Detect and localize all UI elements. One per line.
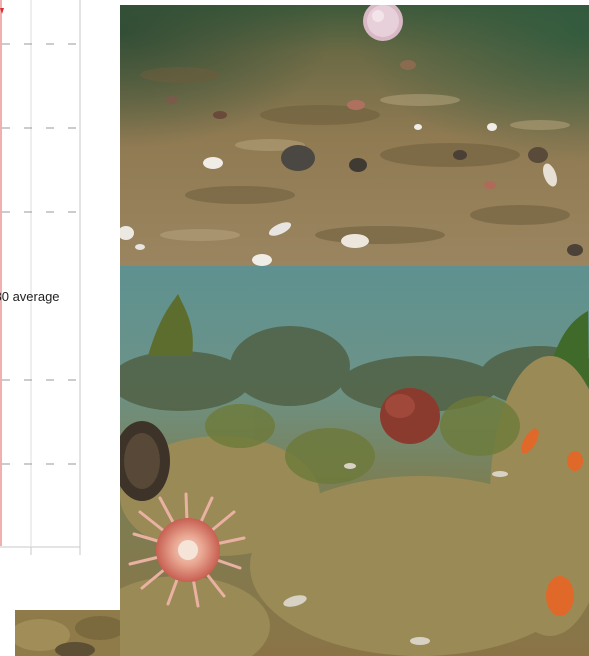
horizontal-gridlines (2, 43, 80, 465)
orange-growth (521, 428, 583, 616)
average-text: average (12, 289, 60, 304)
shells (120, 123, 557, 266)
series-marker (0, 8, 4, 14)
average-value-visible: 80 (0, 289, 9, 304)
chart-plot (0, 0, 81, 555)
reef-photo (120, 266, 589, 656)
sea-urchin (363, 5, 403, 41)
pebbles (166, 60, 583, 256)
kelp-blade (148, 294, 193, 356)
average-label: 8080 average (0, 289, 60, 304)
reef-image (120, 266, 589, 656)
reef-photo-sliver (15, 610, 120, 656)
seabed-photo (120, 5, 589, 266)
red-seaweed (380, 388, 440, 444)
chart-panel: 8080 average (0, 0, 118, 610)
seabed-image (120, 5, 589, 266)
anemone (128, 492, 246, 608)
